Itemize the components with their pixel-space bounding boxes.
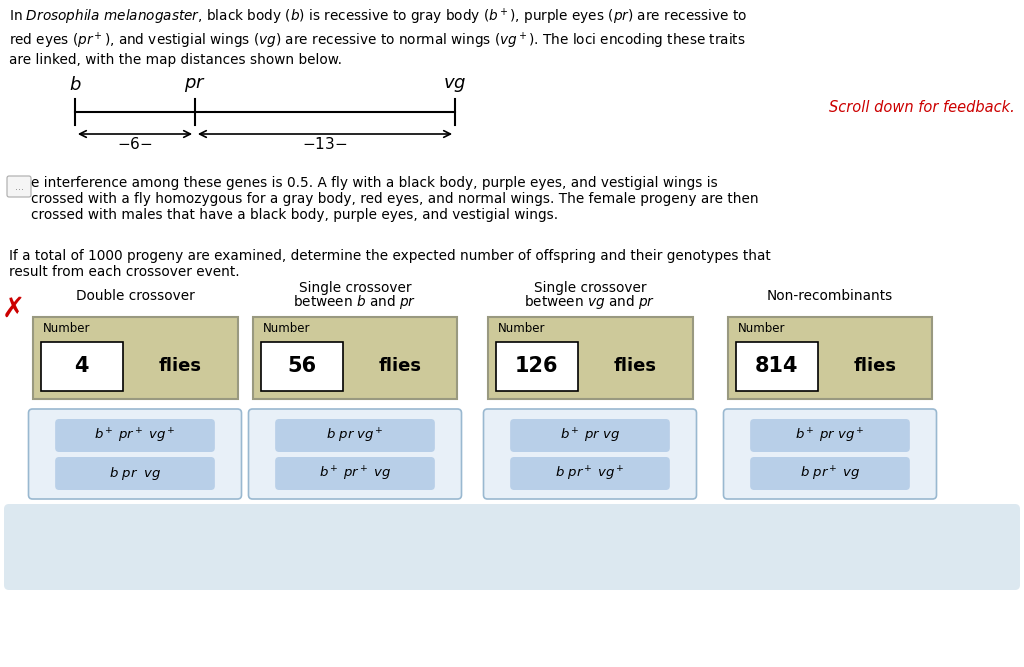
- FancyBboxPatch shape: [55, 457, 215, 490]
- Text: Number: Number: [498, 322, 545, 335]
- FancyBboxPatch shape: [4, 504, 1020, 590]
- FancyBboxPatch shape: [510, 419, 670, 452]
- Text: 4: 4: [75, 356, 89, 376]
- Text: Number: Number: [262, 322, 310, 335]
- Text: $\it{b}$$^+$ $\it{pr}$ $\it{vg}$: $\it{b}$$^+$ $\it{pr}$ $\it{vg}$: [560, 426, 621, 445]
- Text: Number: Number: [43, 322, 90, 335]
- Text: $\it{b}$ $\it{pr}$ $\it{vg}$$^+$: $\it{b}$ $\it{pr}$ $\it{vg}$$^+$: [327, 426, 384, 445]
- Text: If a total of 1000 progeny are examined, determine the expected number of offspr: If a total of 1000 progeny are examined,…: [9, 249, 771, 279]
- FancyBboxPatch shape: [735, 342, 817, 391]
- Text: ✗: ✗: [1, 295, 25, 323]
- Text: 814: 814: [755, 356, 799, 376]
- Text: Number: Number: [737, 322, 785, 335]
- Text: Scroll down for feedback.: Scroll down for feedback.: [829, 99, 1015, 115]
- Text: $\it{b}$ $\it{pr}$$^+$ $\it{vg}$$^+$: $\it{b}$ $\it{pr}$$^+$ $\it{vg}$$^+$: [555, 464, 625, 483]
- Text: flies: flies: [854, 358, 897, 376]
- FancyBboxPatch shape: [55, 419, 215, 452]
- FancyBboxPatch shape: [727, 317, 933, 399]
- FancyBboxPatch shape: [7, 176, 31, 197]
- FancyBboxPatch shape: [41, 342, 123, 391]
- Text: $-$13$-$: $-$13$-$: [302, 136, 348, 152]
- Text: Single crossover: Single crossover: [299, 281, 412, 295]
- Text: 56: 56: [287, 356, 316, 376]
- FancyBboxPatch shape: [33, 317, 238, 399]
- Text: flies: flies: [613, 358, 656, 376]
- Text: between $\it{vg}$ and $\it{pr}$: between $\it{vg}$ and $\it{pr}$: [524, 293, 655, 311]
- Text: Single crossover: Single crossover: [534, 281, 646, 295]
- Text: $\it{b}$$^+$ $\it{pr}$$^+$ $\it{vg}$: $\it{b}$$^+$ $\it{pr}$$^+$ $\it{vg}$: [318, 464, 391, 483]
- Text: between $\it{b}$ and $\it{pr}$: between $\it{b}$ and $\it{pr}$: [294, 293, 417, 311]
- FancyBboxPatch shape: [724, 409, 937, 499]
- FancyBboxPatch shape: [496, 342, 578, 391]
- Text: $\it{b}$$^+$ $\it{pr}$ $\it{vg}$$^+$: $\it{b}$$^+$ $\it{pr}$ $\it{vg}$$^+$: [796, 426, 864, 445]
- FancyBboxPatch shape: [751, 457, 910, 490]
- Text: $\it{vg}$: $\it{vg}$: [443, 76, 467, 94]
- Text: ...: ...: [14, 181, 24, 191]
- Text: 126: 126: [515, 356, 558, 376]
- FancyBboxPatch shape: [751, 419, 910, 452]
- FancyBboxPatch shape: [275, 419, 435, 452]
- Text: $\it{b}$ $\it{pr}$  $\it{vg}$: $\it{b}$ $\it{pr}$ $\it{vg}$: [109, 465, 162, 482]
- Text: $\it{b}$$^+$ $\it{pr}$$^+$ $\it{vg}$$^+$: $\it{b}$$^+$ $\it{pr}$$^+$ $\it{vg}$$^+$: [94, 426, 176, 445]
- FancyBboxPatch shape: [487, 317, 692, 399]
- Text: flies: flies: [379, 358, 422, 376]
- Text: $\it{b}$: $\it{b}$: [69, 76, 81, 94]
- Text: Double crossover: Double crossover: [76, 289, 195, 303]
- Text: $\it{pr}$: $\it{pr}$: [184, 75, 206, 94]
- FancyBboxPatch shape: [29, 409, 242, 499]
- FancyBboxPatch shape: [483, 409, 696, 499]
- FancyBboxPatch shape: [510, 457, 670, 490]
- FancyBboxPatch shape: [260, 342, 342, 391]
- FancyBboxPatch shape: [275, 457, 435, 490]
- FancyBboxPatch shape: [249, 409, 462, 499]
- Text: $\it{b}$ $\it{pr}$$^+$ $\it{vg}$: $\it{b}$ $\it{pr}$$^+$ $\it{vg}$: [800, 464, 860, 483]
- FancyBboxPatch shape: [253, 317, 458, 399]
- Text: e interference among these genes is 0.5. A fly with a black body, purple eyes, a: e interference among these genes is 0.5.…: [31, 176, 759, 222]
- Text: $-$6$-$: $-$6$-$: [117, 136, 153, 152]
- Text: flies: flies: [159, 358, 202, 376]
- Text: In $\it{Drosophila}$ $\it{melanogaster}$, black body ($\it{b}$) is recessive to : In $\it{Drosophila}$ $\it{melanogaster}$…: [9, 7, 748, 67]
- Text: Non-recombinants: Non-recombinants: [767, 289, 893, 303]
